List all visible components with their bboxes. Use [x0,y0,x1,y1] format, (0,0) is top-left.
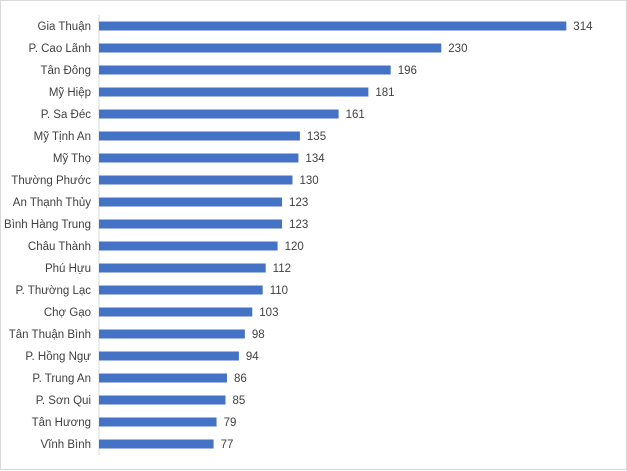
category-label: Bình Hàng Trung [4,219,91,231]
category-label: Tân Thuận Bình [9,329,91,341]
bar [99,351,239,361]
data-label: 181 [375,87,394,99]
category-label: Mỹ Tịnh An [34,131,91,143]
bar [99,417,217,427]
data-label: 98 [252,329,265,341]
category-label: Thường Phước [11,175,91,187]
bar [99,219,283,229]
data-label: 112 [273,263,291,275]
category-label: Tân Đông [40,65,91,77]
bar [99,65,391,75]
category-label: P. Sa Đéc [41,109,92,121]
data-label: 123 [289,219,308,231]
data-label: 130 [299,175,318,187]
bar [99,175,293,185]
category-label: P. Hồng Ngự [25,351,91,363]
data-label: 77 [221,439,234,451]
data-label: 134 [305,153,325,165]
bar [99,285,263,295]
category-label: Mỹ Thọ [53,153,91,165]
category-label: P. Cao Lãnh [29,43,91,55]
category-label: Tân Hương [32,417,91,429]
bar [99,197,283,207]
bar [99,373,227,383]
data-label: 85 [233,395,246,407]
bar [99,307,253,317]
category-label: P. Sơn Qui [36,395,91,407]
category-label: Chợ Gạo [44,307,91,319]
bar [99,43,442,53]
category-label: Vĩnh Bình [40,439,91,451]
bar [99,21,567,31]
bar [99,109,339,119]
data-label: 123 [289,197,308,209]
category-label: P. Thường Lạc [15,285,91,297]
data-label: 161 [346,109,365,121]
data-label: 94 [246,351,259,363]
category-label: Gia Thuận [38,21,92,33]
bar [99,329,245,339]
data-label: 230 [448,43,467,55]
data-label: 314 [573,21,593,33]
bar [99,131,300,141]
bar [99,263,266,273]
bar [99,241,278,251]
data-label: 120 [285,241,304,253]
data-label: 196 [398,65,417,77]
bar [99,87,369,97]
data-label: 79 [224,417,237,429]
category-label: Phú Hựu [45,263,91,275]
bar [99,153,299,163]
category-label: Mỹ Hiệp [49,87,91,99]
category-label: P. Trung An [32,373,91,385]
bar [99,439,214,449]
category-label: Châu Thành [28,241,91,253]
bar [99,395,226,405]
data-label: 103 [259,307,278,319]
data-label: 110 [270,285,288,297]
data-label: 135 [307,131,326,143]
data-label: 86 [234,373,247,385]
category-label: An Thạnh Thủy [13,197,91,209]
